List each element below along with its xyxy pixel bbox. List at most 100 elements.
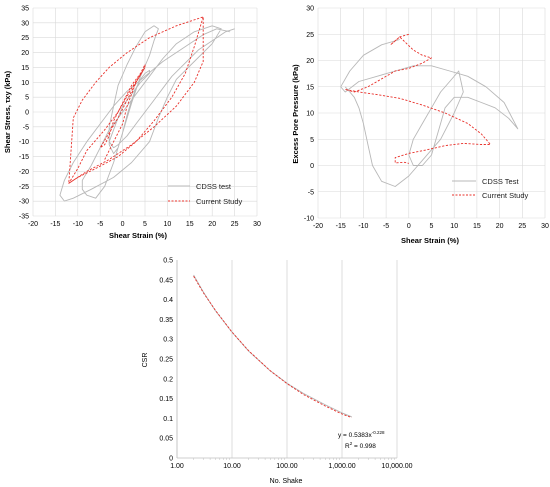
pore-pressure-gridlines [317, 7, 546, 219]
stress-strain-x-axis-label: Shear Strain (%) [109, 231, 167, 240]
x-tick-label: 20 [208, 221, 216, 228]
legend-cdss-label: CDSS test [196, 182, 232, 191]
stress-strain-y-axis-label: Shear Stress, τxy (kPa) [3, 70, 12, 153]
legend-current-study-label: Current Study [482, 191, 529, 200]
x-tick-label: 100.00 [276, 463, 298, 470]
x-tick-label: 10,000.00 [381, 463, 412, 470]
y-tick-label: 30 [306, 6, 314, 13]
y-tick-label: -5 [23, 124, 29, 131]
y-tick-label: 0 [310, 163, 314, 170]
x-tick-label: 15 [186, 221, 194, 228]
pore-pressure-series [340, 33, 519, 187]
r2-prefix: R [345, 443, 350, 450]
trendline-equation: y = 0.5383x-0.228 [338, 430, 385, 439]
x-tick-label: -5 [383, 223, 389, 230]
y-tick-label: -10 [19, 139, 29, 146]
stress-strain-gridlines [32, 7, 258, 217]
legend-cdss-test-label: CDSS Test [482, 177, 519, 186]
series-line-current-study [68, 16, 204, 184]
y-tick-label: -10 [304, 216, 314, 223]
x-tick-label: 30 [253, 221, 261, 228]
y-tick-label: 30 [21, 20, 29, 27]
x-tick-label: -5 [97, 221, 103, 228]
y-tick-label: -20 [19, 169, 29, 176]
x-tick-label: -20 [28, 221, 38, 228]
y-tick-label: 0.5 [163, 258, 173, 265]
pore-pressure-chart: -20 -15 -10 -5 0 5 10 15 20 25 30 -10 -5 0 5 10 15 20 25 30… [291, 6, 549, 246]
y-tick-label: 0.3 [163, 337, 173, 344]
y-tick-label: 0 [25, 110, 29, 117]
csr-chart: 1.00 10.00 100.00 1,000.00 10,000.00 0 0.05 0.1… [142, 258, 413, 486]
y-tick-label: 10 [21, 80, 29, 87]
pore-pressure-tick-labels: -20 -15 -10 -5 0 5 10 15 20 25 30 -10 -5 0 5 10 15 20 25 30 [304, 6, 549, 231]
pore-pressure-legend: CDSS Test Current Study [452, 177, 529, 200]
series-line-data [193, 274, 352, 418]
stress-strain-tick-labels: -20 -15 -10 -5 0 5 10 15 20 25 30 -35 -30 -25 -20 -15 -1… [19, 6, 261, 229]
x-tick-label: 30 [541, 223, 549, 230]
y-tick-label: 0.35 [159, 317, 173, 324]
x-tick-label: 0 [121, 221, 125, 228]
y-tick-label: 15 [306, 84, 314, 91]
csr-tick-labels: 1.00 10.00 100.00 1,000.00 10,000.00 0 0.05 0.1… [159, 258, 412, 471]
y-tick-label: 0.1 [163, 416, 173, 423]
y-tick-label: -30 [19, 199, 29, 206]
series-line-trend [193, 275, 352, 419]
stress-strain-chart: -20 -15 -10 -5 0 5 10 15 20 25 30 -35 -30 -25 -20 -15 -1… [3, 6, 261, 241]
y-tick-label: -5 [308, 189, 314, 196]
series-line-current-study [344, 33, 491, 164]
y-tick-label: 0.05 [159, 436, 173, 443]
x-tick-label: 20 [496, 223, 504, 230]
pore-pressure-x-axis-label: Shear Strain (%) [401, 236, 459, 245]
x-tick-label: 10 [450, 223, 458, 230]
csr-y-axis-label: CSR [142, 353, 149, 368]
csr-x-axis-label: No. Shake [270, 478, 303, 485]
y-tick-label: 35 [21, 6, 29, 13]
x-tick-label: 5 [430, 223, 434, 230]
x-tick-label: 25 [231, 221, 239, 228]
x-tick-label: -15 [336, 223, 346, 230]
pore-pressure-y-axis-label: Excess Pore Pressure (kPa) [291, 64, 300, 164]
x-tick-label: 0 [407, 223, 411, 230]
y-tick-label: 15 [21, 65, 29, 72]
y-tick-label: -25 [19, 184, 29, 191]
y-tick-label: 0 [169, 456, 173, 463]
y-tick-label: 0.45 [159, 277, 173, 284]
r2-value: = 0.998 [352, 443, 376, 450]
y-tick-label: 25 [306, 32, 314, 39]
y-tick-label: 5 [310, 137, 314, 144]
y-tick-label: -35 [19, 214, 29, 221]
y-tick-label: 20 [21, 50, 29, 57]
x-tick-label: 1,000.00 [328, 463, 355, 470]
x-tick-label: 25 [518, 223, 526, 230]
y-tick-label: 0.15 [159, 396, 173, 403]
x-tick-label: 10 [164, 221, 172, 228]
y-tick-label: 5 [25, 95, 29, 102]
stress-strain-series [59, 16, 235, 202]
x-tick-label: 10.00 [223, 463, 241, 470]
y-tick-label: 0.25 [159, 357, 173, 364]
x-tick-label: 1.00 [170, 463, 184, 470]
y-tick-label: 20 [306, 58, 314, 65]
csr-series [193, 274, 352, 419]
x-tick-label: -15 [50, 221, 60, 228]
x-tick-label: 5 [143, 221, 147, 228]
y-tick-label: 0.4 [163, 297, 173, 304]
x-tick-label: 15 [473, 223, 481, 230]
y-tick-label: 25 [21, 35, 29, 42]
x-tick-label: -10 [358, 223, 368, 230]
y-tick-label: 0.2 [163, 376, 173, 383]
x-tick-label: -10 [73, 221, 83, 228]
csr-gridlines [176, 260, 398, 460]
y-tick-label: -15 [19, 154, 29, 161]
r2-superscript: 2 [350, 441, 353, 446]
r-squared-label: R2 = 0.998 [345, 441, 376, 450]
equation-exponent: -0.228 [372, 430, 385, 435]
series-line-cdss-test [59, 25, 235, 202]
equation-prefix: y = 0.5383x [338, 432, 373, 439]
x-tick-label: -20 [313, 223, 323, 230]
series-line-cdss-test [340, 39, 519, 187]
y-tick-label: 10 [306, 111, 314, 118]
stress-strain-legend: CDSS test Current Study [168, 182, 243, 206]
legend-current-label: Current Study [196, 197, 243, 206]
